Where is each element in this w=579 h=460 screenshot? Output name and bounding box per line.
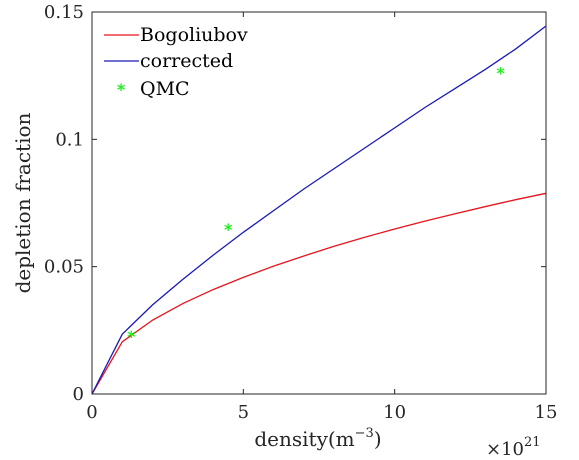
- x-tick-label: 0: [86, 402, 97, 423]
- y-tick-label: 0.1: [55, 129, 84, 150]
- x-tick-label: 15: [535, 402, 558, 423]
- series-line-bogoliubov: [91, 192, 547, 395]
- x-axis-exponent-power: 21: [524, 435, 541, 450]
- legend-label-qmc: QMC: [140, 78, 190, 100]
- series-line-corrected: [91, 25, 547, 395]
- qmc-point: *: [224, 220, 233, 239]
- y-tick-label: 0.15: [44, 2, 84, 23]
- qmc-point: *: [127, 327, 136, 346]
- y-tick-label: 0.05: [44, 257, 84, 278]
- tick-layer: 0 5 10 15 0 0.05 0.1 0.15: [44, 2, 558, 423]
- x-axis-title: density(m−3): [254, 426, 381, 451]
- x-tick-label: 10: [383, 402, 406, 423]
- series-layer: * * *: [91, 25, 547, 395]
- legend-label-bogoliubov: Bogoliubov: [140, 24, 248, 46]
- qmc-point: *: [496, 64, 505, 83]
- legend-swatch-qmc: *: [117, 80, 126, 99]
- plot-background: [92, 12, 546, 394]
- x-axis-exponent: ×1021: [486, 435, 541, 460]
- legend: Bogoliubov corrected * QMC: [104, 24, 248, 100]
- x-tick-label: 5: [238, 402, 249, 423]
- legend-label-corrected: corrected: [140, 50, 233, 72]
- y-tick-label: 0: [73, 384, 84, 405]
- plot-frame: [91, 11, 547, 395]
- y-axis-title: depletion fraction: [11, 112, 35, 293]
- x-axis-title-superscript: −3: [355, 426, 374, 441]
